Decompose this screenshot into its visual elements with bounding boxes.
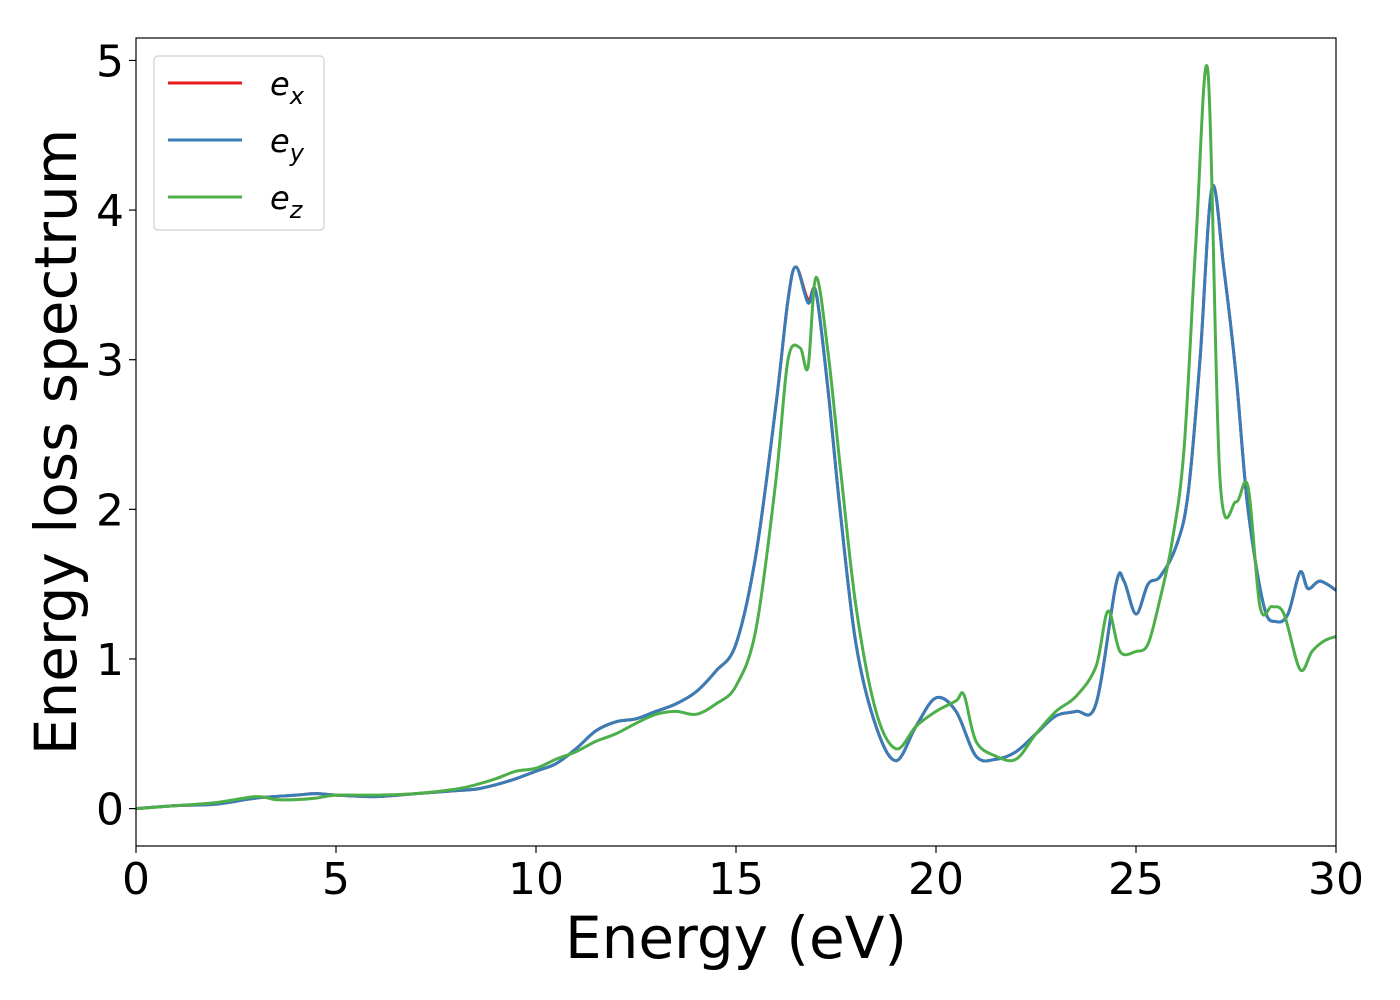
y-tick-label: 0: [96, 785, 124, 836]
x-tick-label: 25: [1108, 854, 1164, 905]
x-tick-label: 15: [708, 854, 764, 905]
y-tick-label: 3: [96, 336, 124, 387]
x-tick-label: 30: [1308, 854, 1364, 905]
x-tick-label: 0: [122, 854, 150, 905]
x-tick-label: 20: [908, 854, 964, 905]
x-axis-title: Energy (eV): [565, 904, 907, 972]
x-tick-label: 5: [322, 854, 350, 905]
legend-label-y: ey: [270, 122, 305, 167]
y-tick-label: 1: [96, 635, 124, 686]
series-line-y: [136, 183, 1336, 811]
y-axis-title: Energy loss spectrum: [22, 129, 90, 755]
series-line-x: [136, 183, 1336, 811]
legend-label-x: ex: [270, 65, 305, 110]
axes: 0 5 10 15 20 25 30 0 1 2 3 4 5: [96, 36, 1364, 905]
y-tick-label: 4: [96, 186, 124, 237]
y-tick-label: 5: [96, 36, 124, 87]
series-line-z: [136, 64, 1336, 811]
y-tick-label: 2: [96, 485, 124, 536]
plot-area: [136, 64, 1336, 811]
legend-box: [153, 55, 325, 231]
legend-label-z: ez: [270, 179, 304, 224]
legend: ex ey ez: [153, 55, 325, 231]
x-tick-label: 10: [508, 854, 564, 905]
